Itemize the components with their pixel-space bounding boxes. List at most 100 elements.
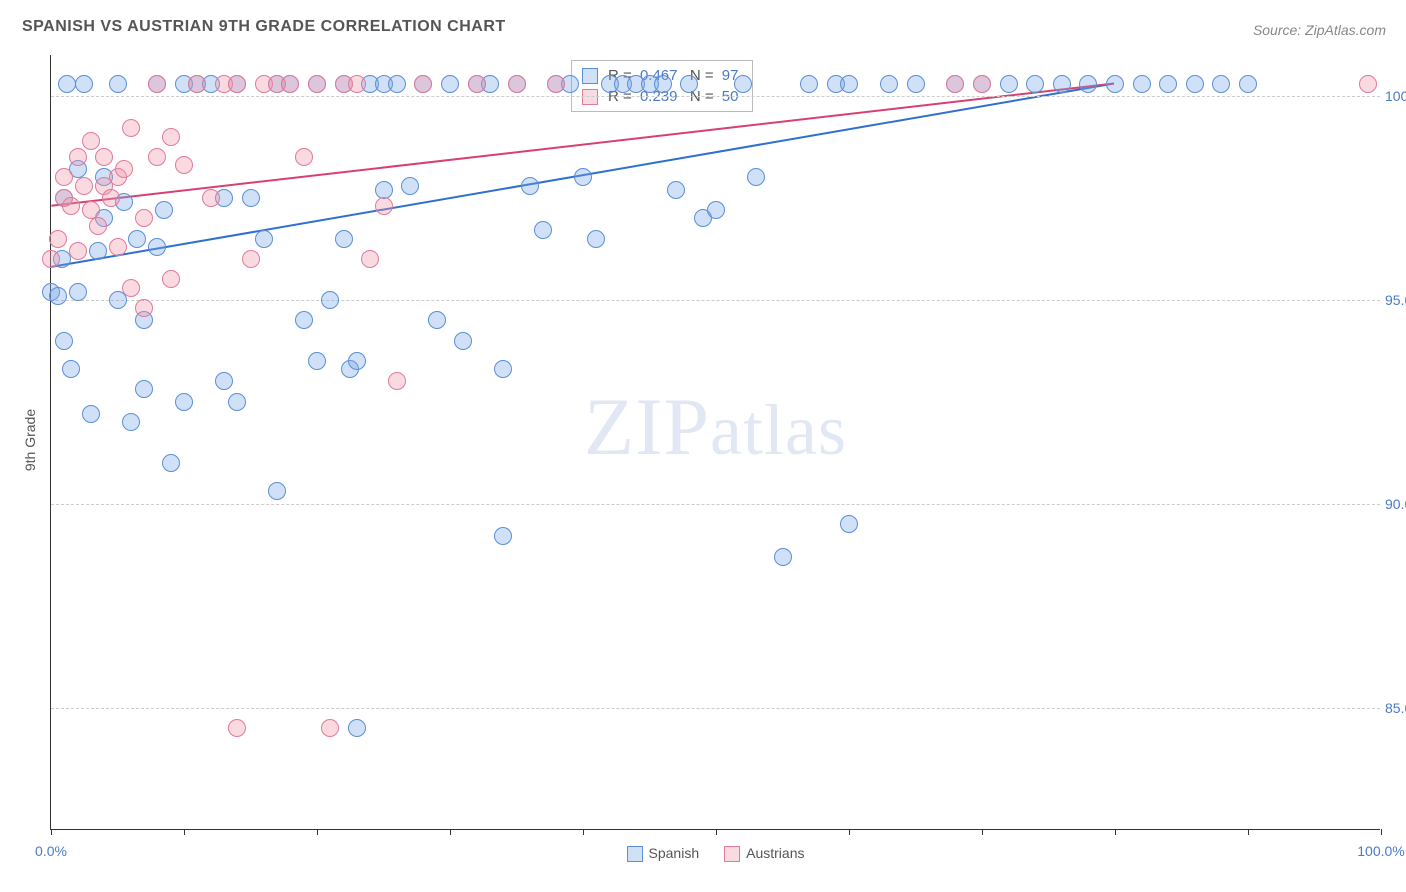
legend-label-austrians: Austrians xyxy=(746,845,804,861)
scatter-point xyxy=(1106,75,1124,93)
scatter-point xyxy=(122,413,140,431)
scatter-point xyxy=(348,719,366,737)
scatter-point xyxy=(973,75,991,93)
source-attribution: Source: ZipAtlas.com xyxy=(1253,22,1386,38)
scatter-point xyxy=(1212,75,1230,93)
scatter-point xyxy=(82,201,100,219)
x-tick xyxy=(51,829,52,835)
scatter-point xyxy=(521,177,539,195)
watermark-big: ZIP xyxy=(584,381,710,472)
scatter-point xyxy=(747,168,765,186)
scatter-point xyxy=(188,75,206,93)
scatter-point xyxy=(49,230,67,248)
scatter-point xyxy=(1053,75,1071,93)
scatter-point xyxy=(1079,75,1097,93)
scatter-point xyxy=(1239,75,1257,93)
scatter-point xyxy=(388,75,406,93)
scatter-point xyxy=(115,160,133,178)
x-tick xyxy=(716,829,717,835)
scatter-point xyxy=(348,75,366,93)
scatter-point xyxy=(534,221,552,239)
x-tick xyxy=(982,829,983,835)
scatter-point xyxy=(281,75,299,93)
scatter-point xyxy=(122,279,140,297)
scatter-point xyxy=(162,454,180,472)
scatter-point xyxy=(58,75,76,93)
y-tick-label: 95.0% xyxy=(1385,292,1406,308)
legend: Spanish Austrians xyxy=(627,845,805,862)
scatter-point xyxy=(82,405,100,423)
scatter-point xyxy=(401,177,419,195)
scatter-point xyxy=(202,189,220,207)
scatter-point xyxy=(454,332,472,350)
scatter-point xyxy=(335,230,353,248)
y-axis-label: 9th Grade xyxy=(22,409,38,471)
scatter-point xyxy=(587,230,605,248)
scatter-point xyxy=(69,148,87,166)
scatter-point xyxy=(148,238,166,256)
x-tick xyxy=(849,829,850,835)
scatter-point xyxy=(907,75,925,93)
plot-area: ZIPatlas R = 0.467 N = 97R = 0.239 N = 5… xyxy=(50,55,1380,830)
grid-line xyxy=(51,300,1380,301)
scatter-point xyxy=(82,132,100,150)
x-tick xyxy=(184,829,185,835)
scatter-point xyxy=(880,75,898,93)
scatter-point xyxy=(175,156,193,174)
x-tick xyxy=(583,829,584,835)
x-tick xyxy=(1115,829,1116,835)
grid-line xyxy=(51,504,1380,505)
scatter-point xyxy=(148,75,166,93)
x-tick xyxy=(1381,829,1382,835)
scatter-point xyxy=(242,250,260,268)
scatter-point xyxy=(135,209,153,227)
x-tick-label: 0.0% xyxy=(35,843,67,859)
legend-item-spanish: Spanish xyxy=(627,845,700,862)
scatter-point xyxy=(162,270,180,288)
scatter-point xyxy=(255,230,273,248)
scatter-point xyxy=(494,527,512,545)
scatter-point xyxy=(1000,75,1018,93)
legend-swatch-austrians xyxy=(724,846,740,862)
scatter-point xyxy=(109,75,127,93)
x-tick xyxy=(317,829,318,835)
scatter-point xyxy=(109,238,127,256)
grid-line xyxy=(51,96,1380,97)
scatter-point xyxy=(800,75,818,93)
scatter-point xyxy=(734,75,752,93)
trend-lines xyxy=(51,55,1380,829)
scatter-point xyxy=(508,75,526,93)
scatter-point xyxy=(547,75,565,93)
scatter-point xyxy=(667,181,685,199)
scatter-point xyxy=(228,75,246,93)
scatter-point xyxy=(69,283,87,301)
scatter-point xyxy=(840,75,858,93)
scatter-point xyxy=(102,189,120,207)
scatter-point xyxy=(414,75,432,93)
scatter-point xyxy=(1133,75,1151,93)
scatter-point xyxy=(361,250,379,268)
scatter-point xyxy=(268,482,286,500)
scatter-point xyxy=(707,201,725,219)
scatter-point xyxy=(295,311,313,329)
scatter-point xyxy=(62,360,80,378)
legend-item-austrians: Austrians xyxy=(724,845,804,862)
scatter-point xyxy=(62,197,80,215)
x-tick xyxy=(1248,829,1249,835)
scatter-point xyxy=(155,201,173,219)
scatter-point xyxy=(680,75,698,93)
scatter-point xyxy=(89,217,107,235)
scatter-point xyxy=(375,197,393,215)
scatter-point xyxy=(135,299,153,317)
scatter-point xyxy=(55,332,73,350)
scatter-point xyxy=(135,380,153,398)
y-tick-label: 100.0% xyxy=(1385,88,1406,104)
legend-swatch-spanish xyxy=(627,846,643,862)
scatter-point xyxy=(1186,75,1204,93)
scatter-point xyxy=(388,372,406,390)
scatter-point xyxy=(128,230,146,248)
scatter-point xyxy=(75,177,93,195)
scatter-point xyxy=(774,548,792,566)
scatter-point xyxy=(69,242,87,260)
y-tick-label: 90.0% xyxy=(1385,496,1406,512)
